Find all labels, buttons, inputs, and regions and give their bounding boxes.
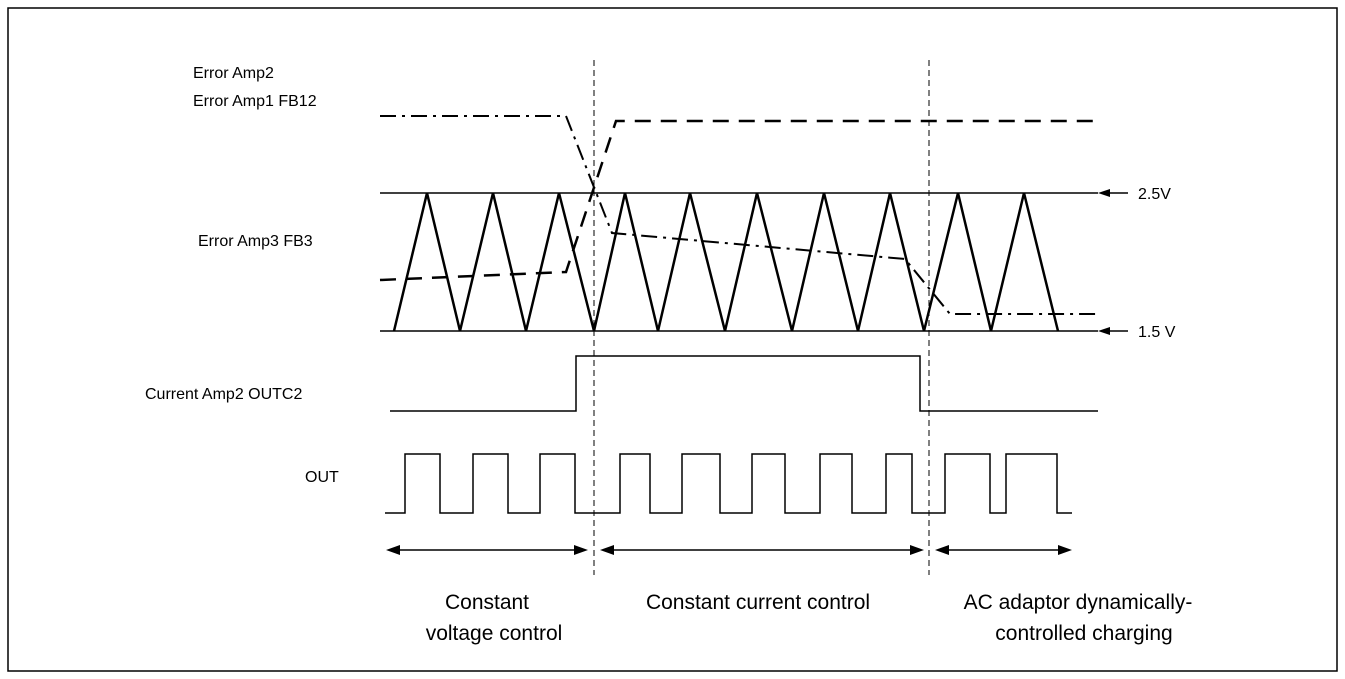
out-pulse-waveform (385, 453, 1072, 514)
error-amp1-waveform (379, 119, 1098, 282)
label-constant-voltage-line1: Constant (445, 591, 529, 614)
label-ac-adaptor-line1: AC adaptor dynamically- (964, 591, 1193, 614)
arrow-ac-adaptor (935, 545, 1072, 555)
label-error-amp2: Error Amp2 (193, 65, 274, 82)
label-constant-current: Constant current control (646, 591, 870, 614)
error-amp2-waveform (380, 115, 1098, 315)
lower-level-arrow (1098, 327, 1128, 335)
label-out: OUT (305, 469, 339, 486)
upper-level-arrow (1098, 189, 1128, 197)
label-1-5v: 1.5 V (1138, 324, 1176, 341)
label-ac-adaptor-line2: controlled charging (995, 622, 1172, 645)
label-2-5v: 2.5V (1138, 186, 1171, 203)
current-amp2-waveform (390, 355, 1098, 412)
arrow-constant-voltage (386, 545, 588, 555)
label-error-amp3-fb3: Error Amp3 FB3 (198, 233, 313, 250)
label-current-amp2-outc2: Current Amp2 OUTC2 (145, 386, 302, 403)
triangle-wave (392, 192, 1060, 332)
label-error-amp1-fb12: Error Amp1 FB12 (193, 93, 317, 110)
diagram-border (7, 7, 1338, 672)
label-constant-voltage-line2: voltage control (426, 622, 563, 645)
arrow-constant-current (600, 545, 924, 555)
